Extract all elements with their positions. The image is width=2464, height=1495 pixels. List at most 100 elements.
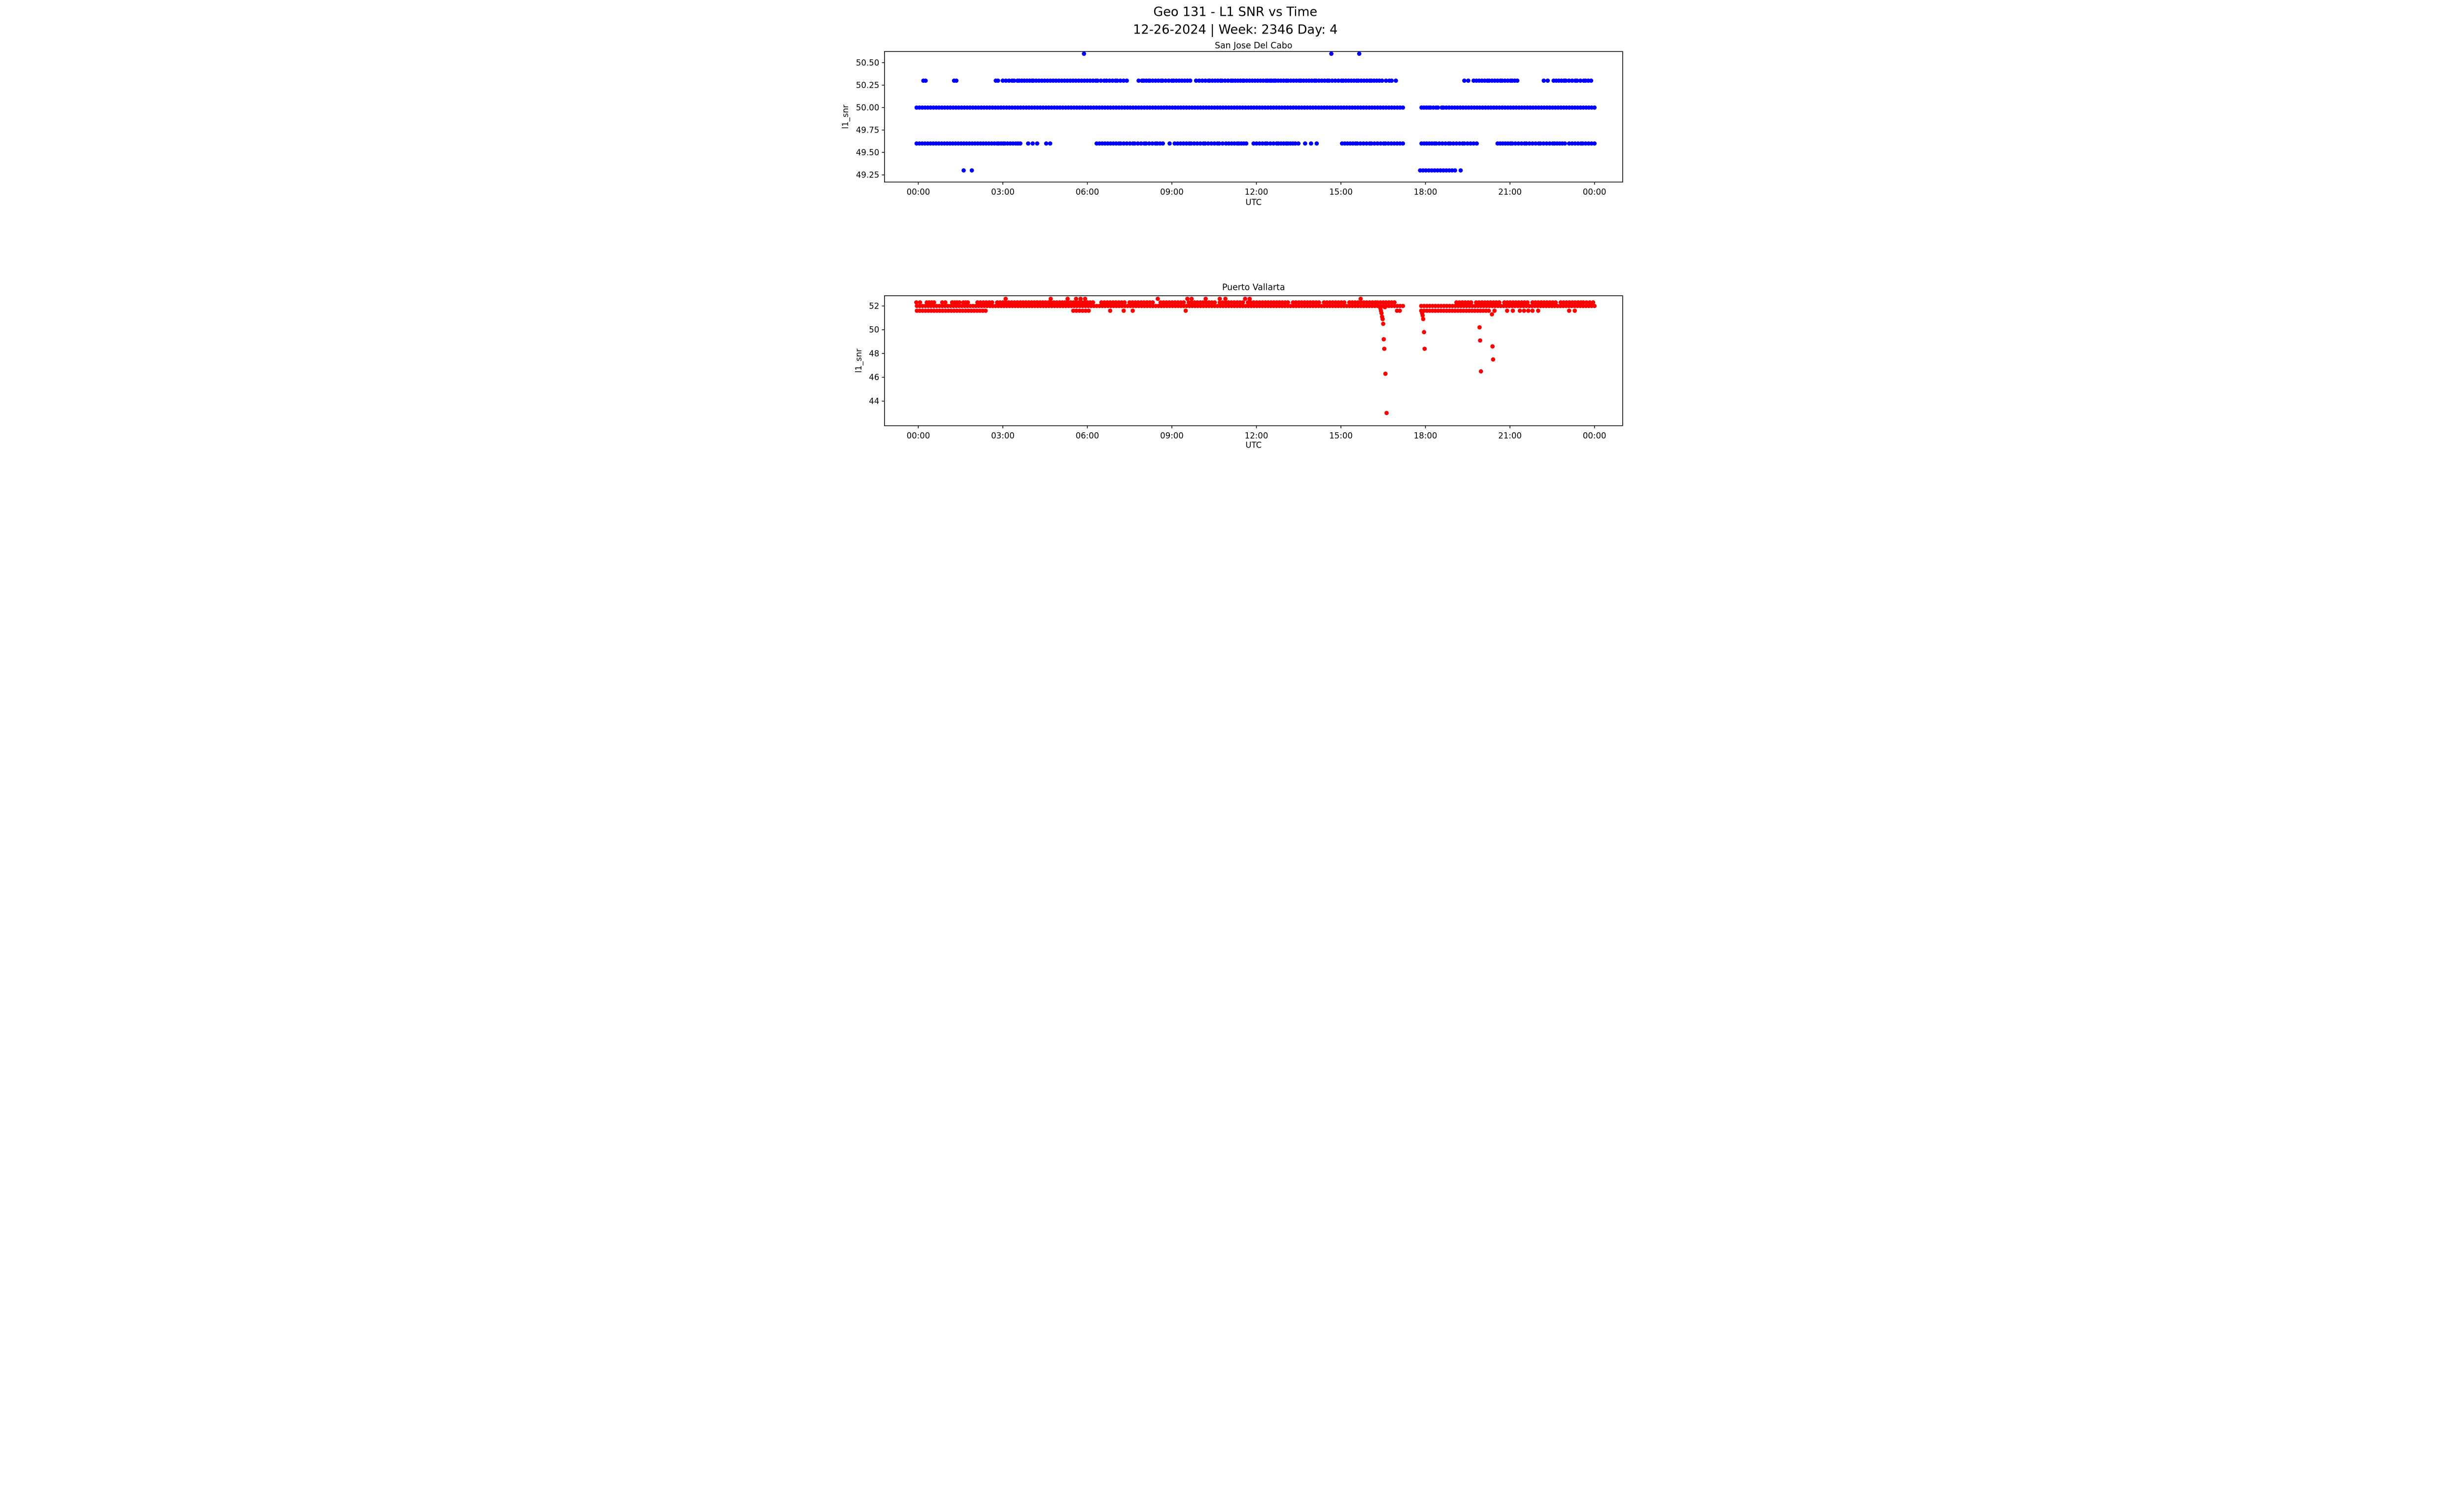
data-point (1209, 141, 1214, 146)
figure-title-line1: Geo 131 - L1 SNR vs Time (1153, 4, 1317, 19)
data-point (1271, 141, 1276, 146)
data-point (1161, 141, 1165, 146)
data-point (1198, 141, 1203, 146)
data-point (1035, 141, 1040, 146)
data-point (995, 78, 1000, 83)
data-point (1466, 78, 1471, 83)
data-point (1378, 141, 1383, 146)
data-point (1226, 78, 1231, 83)
data-point (940, 300, 945, 305)
data-point (1372, 141, 1377, 146)
data-point (1030, 141, 1035, 146)
data-point (1156, 296, 1160, 301)
data-point (1314, 141, 1319, 146)
data-point (1457, 141, 1462, 146)
data-point (1212, 300, 1217, 305)
data-point (1478, 369, 1483, 374)
data-point (1567, 141, 1572, 146)
data-point (1108, 308, 1113, 313)
data-point (990, 300, 994, 305)
figure-title-line2: 12-26-2024 | Week: 2346 Day: 4 (1133, 22, 1337, 37)
data-point (1128, 141, 1132, 146)
data-point (1587, 300, 1592, 305)
data-point (923, 78, 928, 83)
data-point (1401, 304, 1405, 309)
data-point (1107, 78, 1112, 83)
data-point (1526, 308, 1531, 313)
subplot1-ylabel: l1_snr (841, 104, 851, 129)
data-point (1065, 296, 1070, 301)
data-point (1490, 344, 1495, 349)
data-point (1336, 78, 1341, 83)
data-point (1012, 78, 1017, 83)
subplot2-ylabel: l1_snr (854, 348, 864, 373)
data-point (1357, 51, 1362, 56)
y-tick-label: 50.00 (856, 103, 879, 112)
data-point (1510, 141, 1515, 146)
data-point (1536, 308, 1540, 313)
axes-spine (884, 51, 1623, 183)
data-point (1355, 141, 1360, 146)
y-tick-label: 49.25 (856, 170, 879, 179)
axes-spine (884, 295, 1623, 426)
y-tick-label: 49.75 (856, 125, 879, 135)
data-point (1203, 141, 1207, 146)
data-point (1265, 141, 1269, 146)
data-point (1434, 141, 1438, 146)
y-tick-label: 46 (869, 373, 879, 382)
data-point (1510, 308, 1515, 313)
x-tick-label: 09:00 (1160, 431, 1184, 440)
data-point (1358, 141, 1363, 146)
data-point (1164, 78, 1168, 83)
data-point (1122, 300, 1127, 305)
data-point (1513, 141, 1518, 146)
y-tick-label: 49.50 (856, 148, 879, 157)
data-point (1091, 300, 1095, 305)
data-point (1125, 141, 1129, 146)
x-tick-label: 21:00 (1498, 431, 1522, 440)
figure: Geo 131 - L1 SNR vs Time 12-26-2024 | We… (838, 0, 1626, 451)
data-point (1095, 78, 1100, 83)
data-point (1580, 141, 1585, 146)
data-point (1570, 78, 1574, 83)
data-point (1454, 141, 1459, 146)
data-point (1003, 78, 1008, 83)
data-point (1136, 78, 1141, 83)
x-tick-label: 03:00 (991, 431, 1015, 440)
data-point (1421, 316, 1426, 321)
data-point (1160, 78, 1165, 83)
data-point (1135, 141, 1140, 146)
data-point (1121, 78, 1126, 83)
data-point (1003, 296, 1008, 301)
data-point (1420, 313, 1425, 318)
data-point (1217, 296, 1222, 301)
data-point (1525, 300, 1530, 305)
data-point (1451, 141, 1456, 146)
data-point (1574, 78, 1579, 83)
data-point (1118, 78, 1123, 83)
data-point (1530, 141, 1535, 146)
x-tick-label: 00:00 (907, 431, 930, 440)
data-point (1026, 141, 1030, 146)
data-point (1189, 141, 1194, 146)
data-point (918, 300, 923, 305)
data-point (1074, 308, 1079, 313)
data-point (1244, 141, 1249, 146)
data-point (1478, 338, 1482, 343)
data-point (1401, 105, 1405, 110)
data-point (1000, 78, 1005, 83)
data-point (1436, 105, 1440, 110)
data-point (1505, 308, 1509, 313)
data-point (1544, 141, 1549, 146)
data-point (1247, 296, 1252, 301)
data-point (1130, 308, 1135, 313)
data-point (1183, 308, 1188, 313)
y-tick-label: 50.50 (856, 58, 879, 68)
data-point (1382, 347, 1387, 351)
data-point (1251, 141, 1256, 146)
data-point (1181, 300, 1186, 305)
subplot2-xlabel: UTC (1245, 440, 1262, 450)
data-point (1462, 78, 1467, 83)
data-point (983, 308, 988, 313)
data-point (1384, 411, 1389, 416)
